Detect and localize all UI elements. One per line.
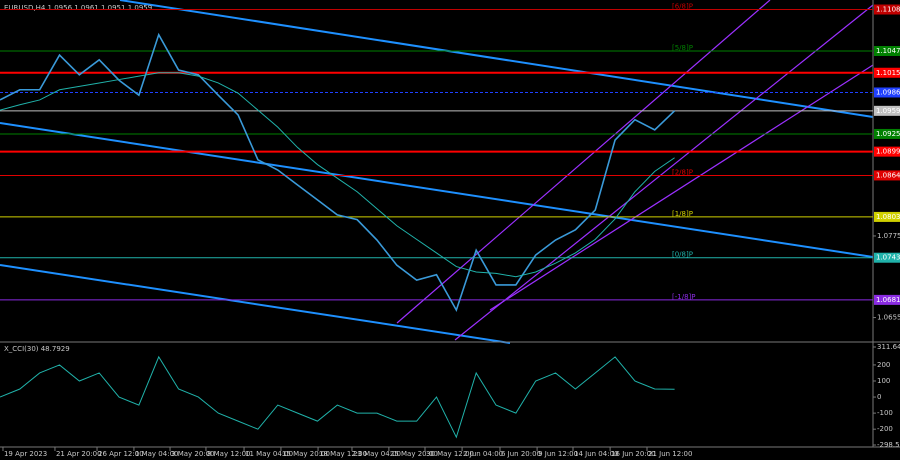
x-tick-label: 30 May 12:00 <box>426 450 474 458</box>
x-tick-label: 2 Jun 04:00 <box>463 450 503 458</box>
level-price: 1.1015 <box>876 69 900 77</box>
x-tick-label: 18 May 12:00 <box>319 450 367 458</box>
level-price: 1.0743 <box>876 254 900 262</box>
regression-line <box>489 64 874 311</box>
x-tick-label: 16 Jun 20:00 <box>611 450 655 458</box>
x-tick-label: 6 Jun 20:00 <box>501 450 541 458</box>
x-tick-label: 21 Jun 12:00 <box>648 450 692 458</box>
x-tick-label: 11 May 04:00 <box>245 450 293 458</box>
y-tick-label: 1.0655 <box>877 314 900 322</box>
level-price: 1.1047 <box>876 47 900 55</box>
y-tick-label: 100 <box>877 377 890 385</box>
level-label: [1/8]P <box>672 210 693 218</box>
y-tick-label: 200 <box>877 361 890 369</box>
indicator-title: X_CCI(30) 48.7929 <box>4 345 70 353</box>
channel-line <box>119 0 874 118</box>
regression-lines <box>396 0 874 341</box>
y-tick-label: 0 <box>877 393 881 401</box>
level-price: 1.0986 <box>876 88 900 96</box>
x-tick-label: 25 May 20:00 <box>390 450 438 458</box>
level-price: 1.0959 <box>876 107 900 115</box>
channel-line <box>0 264 511 344</box>
x-tick-label: 8 May 12:00 <box>207 450 251 458</box>
trend-lines <box>0 0 874 344</box>
series-line <box>0 32 676 313</box>
level-tag <box>874 146 900 157</box>
level-tag <box>874 105 900 116</box>
level-tag <box>874 87 900 98</box>
y-tick-label: 311.6444 <box>877 343 900 351</box>
level-price: 1.0681 <box>876 296 900 304</box>
x-tick-label: 14 Jun 04:00 <box>574 450 618 458</box>
x-tick-label: 19 Apr 2023 <box>4 450 47 458</box>
x-tick-label: 23 May 04:00 <box>353 450 401 458</box>
level-price: 1.0803 <box>876 213 900 221</box>
level-price: 1.0925 <box>876 130 900 138</box>
x-tick-label: 9 Jun 12:00 <box>538 450 578 458</box>
level-tag <box>874 4 900 15</box>
y-tick-label: -200 <box>877 425 893 433</box>
y-tick-label: -298.516 <box>877 441 900 449</box>
x-tick-label: 15 May 20:00 <box>282 450 330 458</box>
level-tag <box>874 67 900 78</box>
regression-line <box>454 4 874 341</box>
level-tag <box>874 252 900 263</box>
level-price: 1.0864 <box>876 171 900 179</box>
y-tick-label: -100 <box>877 409 893 417</box>
level-label: [0/8]P <box>672 251 693 259</box>
regression-line <box>396 0 771 324</box>
y-tick-label: 1.0775 <box>877 232 900 240</box>
level-tag <box>874 294 900 305</box>
level-tag <box>874 211 900 222</box>
level-price: 1.1108 <box>876 6 900 14</box>
channel-line <box>0 122 874 258</box>
level-label: [2/8]P <box>672 168 693 176</box>
level-label: [-1/8]P <box>672 293 695 301</box>
level-tag <box>874 170 900 181</box>
x-tick-label: 1 May 04:00 <box>135 450 179 458</box>
series-line <box>0 355 675 439</box>
series-line <box>0 72 675 278</box>
level-price: 1.0899 <box>876 148 900 156</box>
level-label: [6/8]P <box>672 3 693 11</box>
level-label: [5/8]P <box>672 44 693 52</box>
x-tick-label: 3 May 20:00 <box>171 450 215 458</box>
chart-title: EURUSD,H4 1.0956 1.0961 1.0951 1.0959 <box>4 4 152 12</box>
level-tag <box>874 46 900 56</box>
level-tag <box>874 128 900 139</box>
x-tick-label: 26 Apr 12:00 <box>98 450 144 458</box>
x-tick-label: 21 Apr 20:00 <box>56 450 102 458</box>
